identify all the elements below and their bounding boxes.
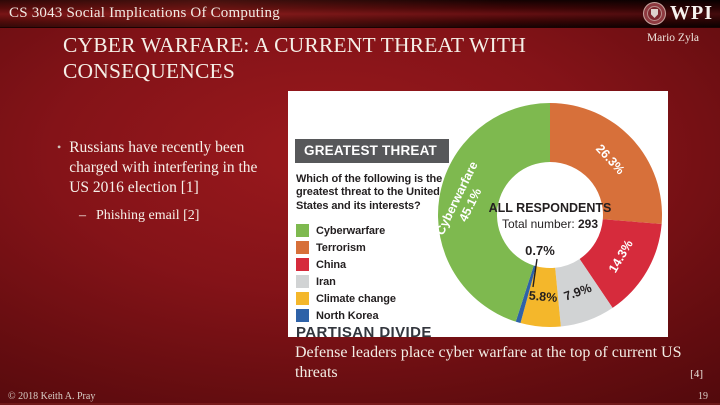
wpi-logo-text: WPI — [670, 2, 713, 24]
chart-question: Which of the following is the greatest t… — [296, 173, 443, 212]
page-number: 19 — [698, 391, 708, 402]
legend-color-swatch — [296, 292, 309, 305]
bullet-item: • Russians have recently been charged wi… — [57, 138, 269, 198]
chart-legend: Cyberwarfare Terrorism China Iran Climate ch… — [296, 222, 396, 324]
legend-item: China — [296, 256, 396, 273]
legend-label: China — [316, 258, 347, 271]
legend-color-swatch — [296, 275, 309, 288]
sub-bullet-dash: – — [79, 208, 86, 224]
callout-leader-line — [532, 258, 538, 288]
donut-slice-china — [579, 219, 662, 308]
donut-slice-terrorism — [550, 103, 662, 224]
legend-label: Cyberwarfare — [316, 224, 386, 237]
legend-item: Iran — [296, 273, 396, 290]
legend-item: Cyberwarfare — [296, 222, 396, 239]
legend-label: Climate change — [316, 292, 396, 305]
slice-label: 5.8% — [528, 289, 558, 305]
sub-bullet-text: Phishing email [2] — [96, 208, 200, 224]
legend-label: Iran — [316, 275, 336, 288]
legend-label: Terrorism — [316, 241, 366, 254]
chart-caption: Defense leaders place cyber warfare at t… — [295, 344, 682, 381]
legend-item: Terrorism — [296, 239, 396, 256]
center-label: ALL RESPONDENTS — [489, 201, 612, 215]
bullet-dot: • — [57, 140, 62, 154]
legend-label: North Korea — [316, 309, 379, 322]
bullet-list: • Russians have recently been charged wi… — [57, 138, 269, 226]
course-title: CS 3043 Social Implications Of Computing — [9, 5, 280, 21]
legend-color-swatch — [296, 309, 309, 322]
sub-bullet-item: – Phishing email [2] — [79, 207, 269, 225]
legend-color-swatch — [296, 224, 309, 237]
donut-slice-iran — [555, 258, 613, 327]
donut-slice-north-korea — [515, 265, 537, 324]
greatest-threat-chart: 26.3% 14.3% 7.9% 5.8% 0.7% Cyberwarfare45.1% A… — [288, 91, 668, 337]
copyright: © 2018 Keith A. Pray — [8, 391, 96, 402]
wpi-logo: WPI — [643, 2, 713, 25]
bullet-text: Russians have recently been charged with… — [69, 139, 258, 197]
chart-footer-heading: PARTISAN DIVIDE — [296, 324, 432, 337]
threat-donut-chart: 26.3%14.3%7.9%5.8%0.7%Cyberwarfare45.1% A… — [433, 103, 662, 327]
legend-color-swatch — [296, 258, 309, 271]
author-name: Mario Zyla — [646, 32, 699, 44]
slide-title: CYBER WARFARE: A CURRENT THREAT WITH CON… — [63, 33, 526, 83]
legend-item: Climate change — [296, 290, 396, 307]
header-bar: CS 3043 Social Implications Of Computing… — [0, 0, 720, 28]
citation-ref: [4] — [690, 368, 703, 380]
legend-item: North Korea — [296, 307, 396, 324]
legend-color-swatch — [296, 241, 309, 254]
slice-callout-label: 0.7% — [525, 243, 555, 258]
chart-title-banner: GREATEST THREAT — [295, 139, 449, 163]
wpi-seal-icon — [643, 2, 666, 25]
center-total: Total number: 293 — [502, 217, 598, 231]
donut-slice-cyberwarfare — [438, 103, 550, 322]
donut-slice-climate-change — [520, 266, 561, 327]
